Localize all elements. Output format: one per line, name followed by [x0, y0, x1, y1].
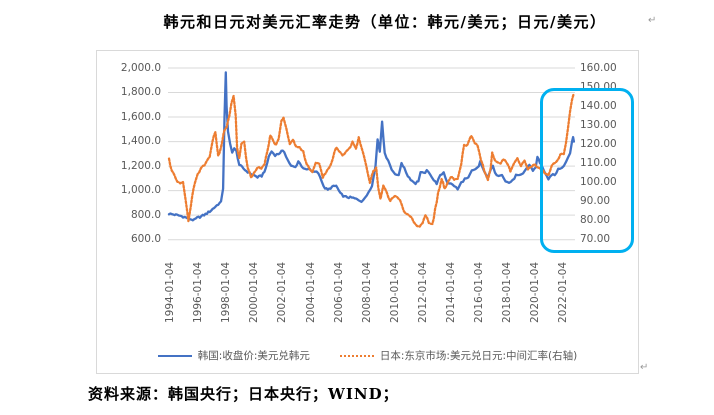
x-axis-tick-label: 1994-01-04 [164, 261, 176, 323]
right-axis-tick-label: 100.00 [580, 175, 617, 188]
left-axis-tick-label: 1,800.0 [120, 86, 161, 99]
series-line-krw [167, 71, 576, 222]
left-axis-tick-label: 1,600.0 [120, 110, 161, 123]
left-axis-tick-label: 1,400.0 [120, 135, 161, 148]
right-axis-tick-label: 130.00 [580, 118, 617, 131]
legend-item: 日本:东京市场:美元兑日元:中间汇率(右轴) [339, 348, 578, 363]
left-axis-tick-label: 1,200.0 [120, 159, 161, 172]
x-axis-tick-label: 2014-01-04 [445, 261, 457, 323]
plot-area [167, 67, 576, 241]
x-axis-tick-label: 1996-01-04 [192, 261, 205, 323]
legend: 韩国:收盘价:美元兑韩元 日本:东京市场:美元兑日元:中间汇率(右轴) [97, 348, 638, 363]
chart-title: 韩元和日元对美元汇率走势（单位：韩元/美元；日元/美元） [163, 13, 607, 31]
legend-line-dotted-icon [339, 354, 374, 357]
paragraph-mark-icon: ↵ [640, 362, 649, 373]
x-axis-tick-label: 2020-01-04 [529, 261, 542, 323]
right-axis-tick-label: 70.00 [580, 233, 611, 246]
x-axis-tick-label: 2022-01-04 [557, 261, 570, 323]
x-axis-tick-label: 2018-01-04 [501, 261, 514, 323]
left-axis-tick-label: 2,000.0 [120, 61, 161, 74]
right-axis-tick-label: 160.00 [580, 61, 617, 74]
legend-label: 韩国:收盘价:美元兑韩元 [197, 350, 310, 362]
legend-line-solid-icon [157, 354, 192, 357]
right-axis-tick-label: 140.00 [580, 99, 617, 112]
right-axis-tick-label: 120.00 [580, 137, 617, 150]
x-axis-tick-label: 2010-01-04 [388, 261, 401, 323]
x-axis-tick-label: 2006-01-04 [332, 261, 345, 323]
right-axis-tick-label: 150.00 [580, 80, 617, 93]
x-axis-tick-label: 2008-01-04 [360, 261, 373, 323]
series-line-jpy [167, 93, 575, 228]
x-axis-tick-label: 1998-01-04 [220, 261, 233, 323]
x-axis-tick-label: 2004-01-04 [304, 261, 317, 323]
right-axis-tick-label: 90.00 [580, 195, 611, 208]
paragraph-mark-icon: ↵ [648, 15, 657, 26]
right-axis-tick-label: 110.00 [580, 156, 617, 169]
x-axis-tick-label: 2002-01-04 [276, 261, 289, 323]
x-axis-tick-label: 2000-01-04 [248, 261, 261, 323]
x-axis-tick-label: 2012-01-04 [416, 261, 429, 323]
left-axis-tick-label: 1,000.0 [120, 184, 161, 197]
right-axis-tick-label: 80.00 [580, 214, 611, 227]
legend-label: 日本:东京市场:美元兑日元:中间汇率(右轴) [379, 350, 578, 362]
left-axis-tick-label: 800.0 [130, 208, 161, 221]
left-axis-tick-label: 600.0 [130, 233, 161, 246]
source-note: 资料来源：韩国央行；日本央行；WIND； [88, 385, 399, 403]
x-axis-tick-label: 2016-01-04 [473, 261, 486, 323]
chart-frame[interactable]: 2,000.0 1,800.0 1,600.0 1,400.0 1,200.0 1,000… [96, 50, 639, 374]
legend-item: 韩国:收盘价:美元兑韩元 [157, 348, 310, 363]
